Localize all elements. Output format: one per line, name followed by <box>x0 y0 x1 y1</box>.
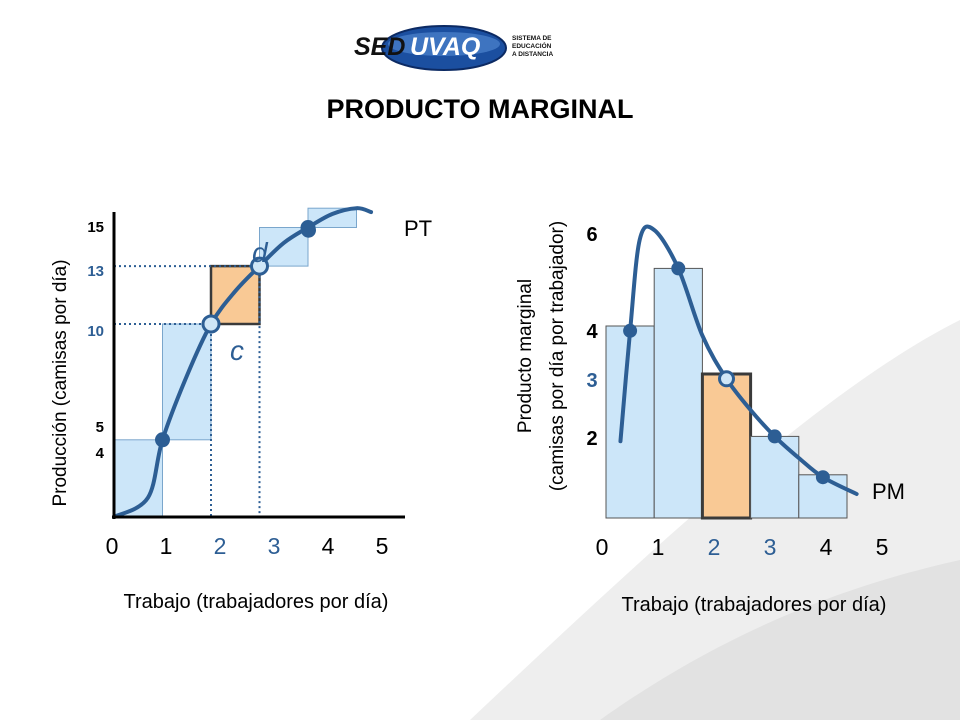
x-tick-4: 4 <box>322 533 335 559</box>
x-tick-5: 5 <box>876 534 889 560</box>
y-tick-10: 10 <box>87 323 104 340</box>
x-tick-2: 2 <box>708 534 721 560</box>
pm-bar-4 <box>750 435 800 519</box>
x-tick-2: 2 <box>214 533 227 559</box>
logo-tagline-3: A DISTANCIA <box>512 51 553 58</box>
pm-point-2 <box>671 261 686 276</box>
y-axis-label-line-1: Producto marginal <box>515 279 536 433</box>
x-axis-label: Trabajo (trabajadores por día) <box>124 591 389 613</box>
pt-point-2 <box>201 314 221 334</box>
y-axis-label-line-2: (camisas por día por trabajador) <box>547 221 568 491</box>
step-boxes <box>113 207 357 518</box>
x-tick-3: 3 <box>764 534 777 560</box>
guide-lines <box>114 265 261 517</box>
pm-point-3 <box>718 370 735 388</box>
x-tick-labels: 0 1 2 3 4 5 <box>106 533 389 559</box>
pt-point-1 <box>155 432 170 448</box>
background-swoosh-inner <box>600 560 960 720</box>
logo-text-uvaq: UVAQ <box>410 33 481 61</box>
y-tick-labels: 4 5 10 13 15 <box>87 219 104 462</box>
x-tick-5: 5 <box>376 533 389 559</box>
page-title: PRODUCTO MARGINAL <box>326 94 634 124</box>
x-tick-labels: 0 1 2 3 4 5 <box>596 534 889 560</box>
pm-point-5 <box>815 470 830 485</box>
x-tick-3: 3 <box>268 533 281 559</box>
pt-series-label: PT <box>404 216 432 241</box>
pm-bar-1 <box>605 325 655 519</box>
x-tick-4: 4 <box>820 534 833 560</box>
y-tick-3: 3 <box>586 370 597 392</box>
pm-bar-2 <box>653 267 703 519</box>
pm-series-label: PM <box>872 479 905 504</box>
logo-tagline-1: SISTEMA DE <box>512 35 552 42</box>
x-axis-label: Trabajo (trabajadores por día) <box>622 594 887 616</box>
y-tick-13: 13 <box>87 263 104 280</box>
pt-point-3 <box>250 256 269 276</box>
pm-curve <box>618 224 859 496</box>
marginal-product-chart: 2 3 4 6 0 1 2 3 4 5 PM Producto marginal (camisa… <box>515 221 905 616</box>
step-box-5 <box>307 207 357 228</box>
point-annotations: cd <box>230 237 269 366</box>
pm-points <box>623 261 830 485</box>
logo-text-sed: SED <box>354 33 405 61</box>
x-tick-1: 1 <box>160 533 173 559</box>
x-tick-0: 0 <box>106 533 119 559</box>
annotation-d: d <box>252 237 269 268</box>
x-tick-0: 0 <box>596 534 609 560</box>
y-tick-labels: 2 3 4 6 <box>586 224 598 450</box>
annotation-c: c <box>230 335 244 366</box>
y-tick-15: 15 <box>87 219 104 236</box>
pm-bar-highlight <box>700 372 753 520</box>
y-tick-4: 4 <box>96 445 105 462</box>
pt-points <box>155 220 316 448</box>
y-tick-5: 5 <box>96 419 104 436</box>
sed-uvaq-logo: SED UVAQ SISTEMA DE EDUCACIÓN A DISTANCI… <box>354 25 553 71</box>
x-tick-1: 1 <box>652 534 665 560</box>
logo-tagline-2: EDUCACIÓN <box>512 41 552 50</box>
axes <box>112 212 405 519</box>
pm-point-1 <box>623 323 638 338</box>
y-tick-2: 2 <box>586 428 597 450</box>
pt-point-5 <box>301 222 316 238</box>
y-tick-4: 4 <box>586 321 598 343</box>
y-tick-6: 6 <box>586 224 597 246</box>
pm-bars <box>605 267 848 520</box>
pm-point-4 <box>767 429 782 444</box>
y-axis-label: Producción (camisas por día) <box>50 259 71 506</box>
